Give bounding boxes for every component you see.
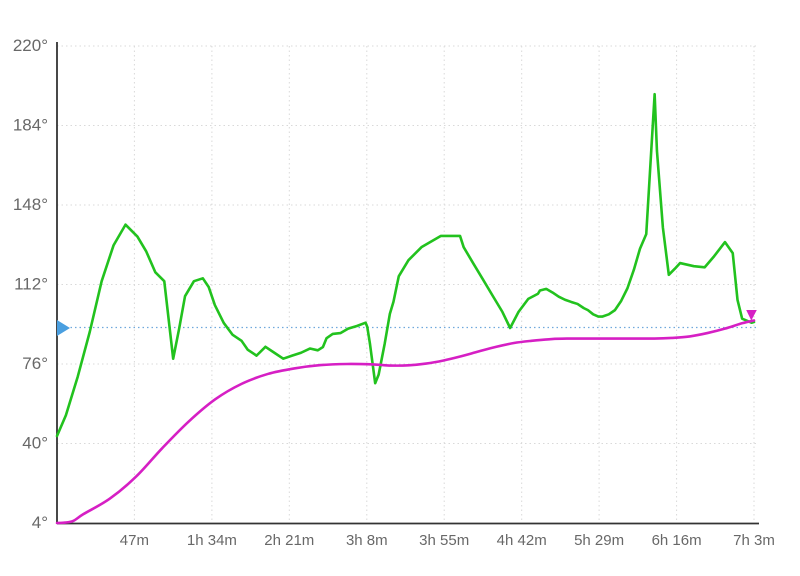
svg-text:3h 55m: 3h 55m (419, 532, 469, 549)
svg-text:112°: 112° (14, 275, 48, 294)
svg-text:47m: 47m (120, 532, 149, 549)
svg-text:1h 34m: 1h 34m (187, 532, 237, 549)
svg-text:76°: 76° (22, 354, 48, 373)
svg-text:7h 3m: 7h 3m (733, 532, 775, 549)
svg-text:184°: 184° (13, 116, 48, 135)
svg-text:3h 8m: 3h 8m (346, 532, 388, 549)
svg-text:148°: 148° (13, 195, 48, 214)
svg-text:220°: 220° (13, 36, 48, 55)
svg-text:40°: 40° (22, 434, 48, 453)
svg-text:4h 42m: 4h 42m (497, 532, 547, 549)
svg-text:6h 16m: 6h 16m (652, 532, 702, 549)
svg-text:5h 29m: 5h 29m (574, 532, 624, 549)
svg-text:2h 21m: 2h 21m (264, 532, 314, 549)
svg-text:4°: 4° (32, 513, 48, 532)
